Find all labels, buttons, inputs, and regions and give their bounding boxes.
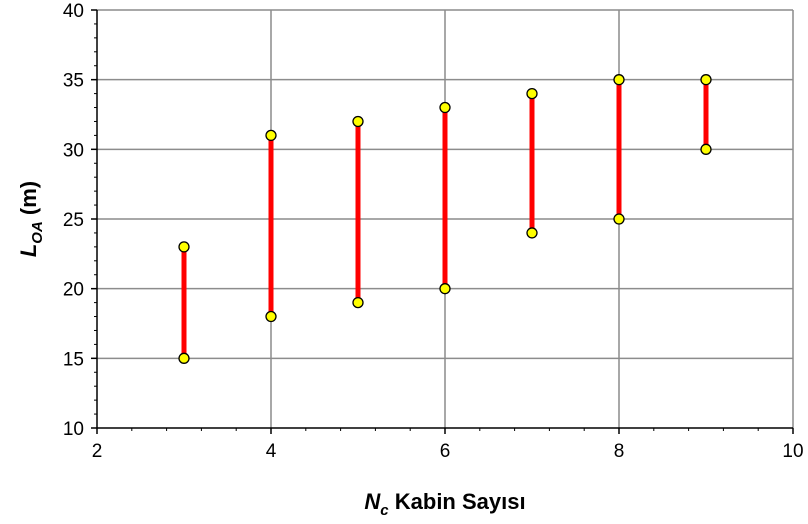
low-marker bbox=[700, 143, 712, 155]
high-marker bbox=[265, 129, 277, 142]
y-tick-label: 25 bbox=[63, 210, 84, 231]
low-marker bbox=[265, 310, 277, 323]
low-marker bbox=[352, 296, 364, 309]
low-marker bbox=[178, 352, 190, 364]
minor-ticks bbox=[94, 23, 759, 431]
x-axis-title-subscript: c bbox=[380, 502, 389, 519]
y-tick-label: 15 bbox=[63, 349, 84, 370]
range-bars bbox=[181, 79, 709, 359]
high-marker bbox=[352, 115, 364, 128]
x-axis-title-main: N bbox=[364, 489, 381, 514]
x-tick-label: 6 bbox=[440, 441, 451, 462]
x-tick-label: 10 bbox=[782, 441, 803, 462]
high-marker bbox=[700, 74, 712, 86]
high-marker bbox=[178, 241, 190, 253]
y-tick-label: 30 bbox=[63, 140, 84, 161]
x-axis-title: Nc Kabin Sayısı bbox=[364, 489, 525, 519]
high-marker bbox=[439, 101, 451, 114]
y-tick-label: 40 bbox=[63, 1, 84, 22]
data-markers bbox=[178, 74, 712, 364]
axes bbox=[91, 9, 794, 434]
tick-labels: 10 15 20 25 30 35 40 2 4 6 8 10 bbox=[63, 1, 804, 462]
y-axis-title-main: L bbox=[16, 244, 41, 257]
y-tick-label: 20 bbox=[63, 280, 84, 301]
x-axis-title-text: Kabin Sayısı bbox=[389, 489, 526, 514]
y-axis-title-subscript: OA bbox=[29, 221, 46, 244]
y-tick-label: 35 bbox=[63, 71, 84, 92]
low-marker bbox=[439, 283, 451, 295]
y-tick-label: 10 bbox=[63, 419, 84, 440]
y-axis-title-text: (m) bbox=[16, 181, 41, 221]
x-tick-label: 8 bbox=[614, 441, 625, 462]
x-tick-label: 4 bbox=[266, 441, 277, 462]
low-marker bbox=[613, 213, 625, 225]
x-tick-label: 2 bbox=[92, 441, 103, 462]
y-axis-title: LOA (m) bbox=[16, 181, 46, 257]
high-marker bbox=[526, 87, 538, 100]
high-marker bbox=[613, 74, 625, 86]
low-marker bbox=[526, 227, 538, 239]
